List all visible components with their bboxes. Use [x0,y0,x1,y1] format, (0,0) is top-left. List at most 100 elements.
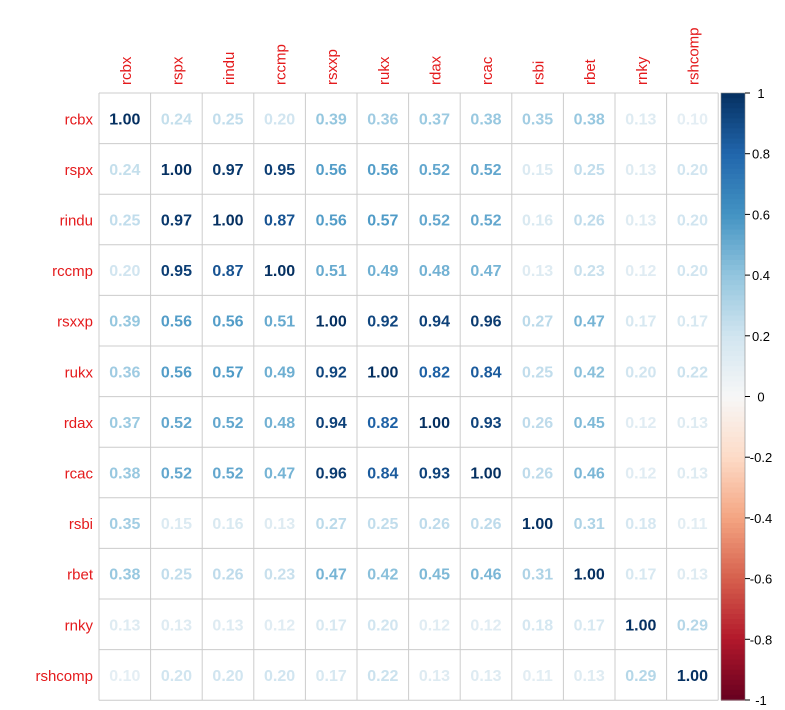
colorbar-segment [721,325,745,332]
cell-value: 0.52 [419,213,450,230]
colorbar-segment [721,93,745,99]
cell-value: 0.26 [574,213,605,230]
cell-value: 0.45 [419,567,450,584]
colorbar-segment [721,138,745,145]
cell-value: 0.46 [574,466,605,483]
cell-value: 0.84 [367,466,398,483]
cell-value: 0.45 [574,415,605,432]
row-labels: rcbx rspx rindu rccmp rsxxp rukx rdax rcac rsbi r… [35,111,93,685]
cell-value: 0.17 [625,567,656,584]
colorbar-segment [721,608,745,615]
cell-value: 0.42 [574,364,605,381]
cell-value: 0.31 [522,567,553,584]
cell-value: 0.10 [109,668,140,685]
colorbar-segment [721,558,745,565]
cell-value: 0.92 [367,314,398,331]
cell-value: 0.87 [212,263,243,280]
column-label: rcbx [118,56,135,85]
cell-value: 0.52 [212,466,243,483]
row-label: rsbi [69,516,93,533]
cell-value: 0.49 [367,263,398,280]
cell-value: 0.26 [212,567,243,584]
row-label: rshcomp [35,668,93,685]
colorbar-segment [721,406,745,413]
colorbar-segment [721,533,745,539]
colorbar-segment [721,396,745,403]
colorbar-segment [721,229,745,236]
cell-value: 0.47 [264,466,295,483]
colorbar-segment [721,98,745,104]
colorbar-segment [721,401,745,408]
colorbar-segment [721,335,745,342]
cell-value: 0.22 [367,668,398,685]
cell-value: 0.36 [367,111,398,128]
cell-value: 0.56 [212,314,243,331]
cell-value: 0.51 [264,314,295,331]
colorbar-segment [721,669,745,676]
colorbar-segment [721,492,745,499]
row-label: rcbx [65,111,94,128]
colorbar-segment [721,376,745,382]
cell-value: 0.11 [677,516,707,533]
cell-value: 0.94 [419,314,450,331]
cell-value: 0.24 [109,162,140,179]
colorbar-segment [721,679,745,686]
colorbar-segment [721,168,745,175]
colorbar-segment [721,684,745,691]
colorbar-segment [721,598,745,605]
colorbar-segment [721,416,745,423]
column-label: rcac [479,56,496,85]
cell-value: 0.96 [470,314,501,331]
colorbar-segment [721,330,745,337]
cell-value: 0.52 [212,415,243,432]
cell-value: 0.29 [677,617,708,634]
row-label: rsxxp [57,314,93,331]
cell-value: 0.57 [367,213,398,230]
colorbar-segment [721,361,745,367]
colorbar-segment [721,497,745,504]
cell-value: 0.16 [212,516,243,533]
cell-value: 0.57 [212,364,243,381]
colorbar-segment [721,624,745,630]
cell-value: 0.47 [316,567,347,584]
cell-value: 0.13 [264,516,295,533]
cell-value: 0.13 [625,111,656,128]
colorbar-segment [721,290,745,296]
cell-value: 0.96 [316,466,347,483]
colorbar-segment [721,133,745,140]
colorbar-segment [721,239,745,246]
cell-value: 1.00 [522,516,553,533]
colorbar-segment [721,578,745,585]
colorbar-segment [721,664,745,671]
cell-value: 0.13 [161,617,192,634]
column-label: rccmp [273,44,290,85]
cell-value: 0.42 [367,567,398,584]
cell-value: 0.12 [264,617,295,634]
cell-value: 0.46 [470,567,501,584]
colorbar-segment [721,588,745,595]
colorbar-tick-label: 1 [757,86,764,101]
cell-value: 0.31 [574,516,605,533]
colorbar-segment [721,634,745,640]
colorbar-segment [721,442,745,448]
colorbar-segment [721,280,745,286]
cell-value: 0.84 [470,364,501,381]
colorbar-segment [721,178,745,185]
cell-value: 0.17 [625,314,656,331]
cell-value: 0.82 [367,415,398,432]
cell-value: 1.00 [677,668,708,685]
cell-value: 0.13 [212,617,243,634]
colorbar-segment [721,447,745,453]
cell-value: 0.37 [109,415,140,432]
colorbar-legend: 1 0.8 0.6 0.4 0.2 0 -0.2 -0.4 -0.6 -0.8 -1 [720,86,772,708]
cell-value: 0.13 [625,213,656,230]
cell-value: 0.18 [522,617,553,634]
cell-value: 0.23 [264,567,295,584]
row-label: rcac [65,466,94,483]
colorbar-segment [721,366,745,372]
colorbar-segment [721,649,745,656]
column-label: rsbi [531,61,548,85]
colorbar-segment [721,614,745,620]
cell-value: 1.00 [316,314,347,331]
colorbar-segment [721,528,745,534]
